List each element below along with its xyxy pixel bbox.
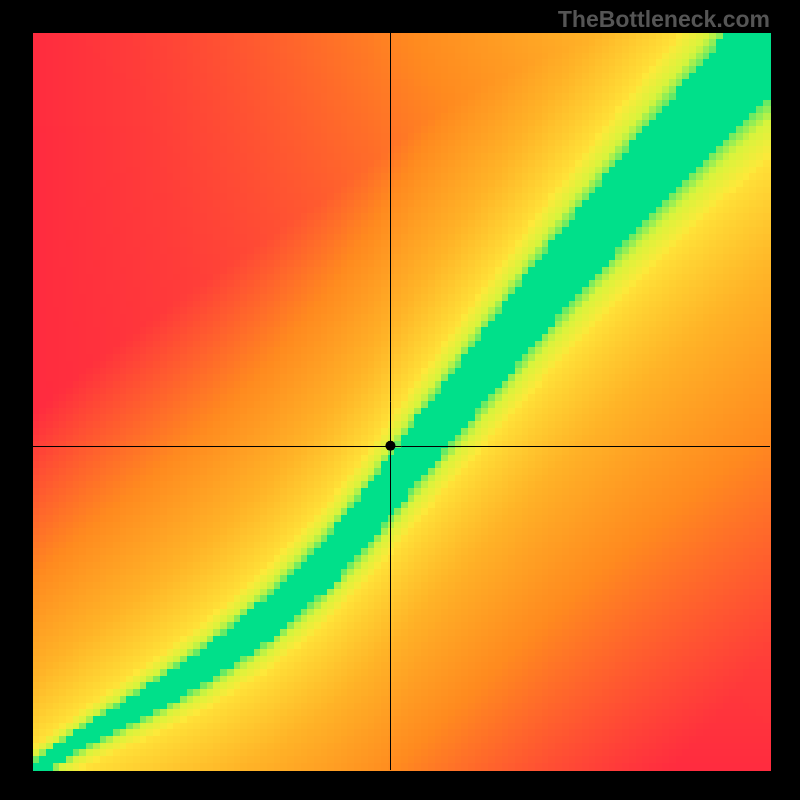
watermark-text: TheBottleneck.com: [558, 6, 770, 33]
bottleneck-heatmap: [0, 0, 800, 800]
